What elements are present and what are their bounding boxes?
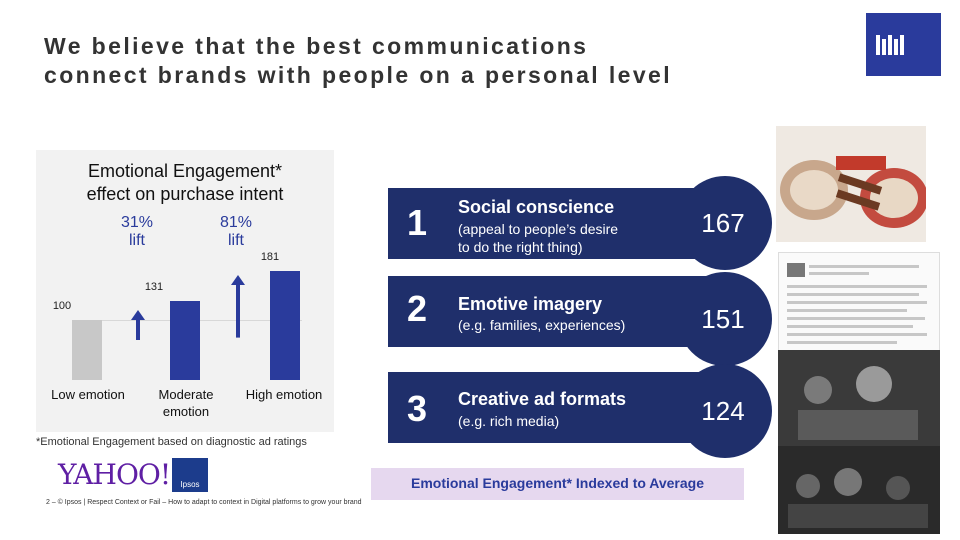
bar-value-label-3: 181 [260, 251, 280, 264]
event-photo [778, 350, 940, 446]
chart-title-line-1: Emotional Engagement* [87, 161, 283, 181]
crowd-photo [778, 446, 940, 534]
slide-title-line-2: connect brands with people on a personal… [44, 62, 673, 88]
category-label-low: Low emotion [51, 387, 125, 402]
ranking-score-1: 167 [701, 208, 745, 238]
lift-arrow-icon-2 [231, 275, 245, 338]
ranking-bar-2: 2 Emotive imagery (e.g. families, experi… [388, 276, 723, 347]
chart-title: Emotional Engagement* effect on purchase… [36, 160, 334, 206]
ranking-heading-1: Social conscience [458, 197, 615, 217]
ranking-bar-1: 1 Social conscience (appeal to people’s … [388, 188, 723, 259]
category-label-moderate: Moderate emotion [158, 387, 214, 419]
ipsos-logo-text: Ipsos [180, 480, 200, 489]
lift-label-high: 81% lift [201, 214, 271, 250]
chart-title-line-2: effect on purchase intent [86, 184, 284, 204]
ranking-score-2: 151 [701, 304, 745, 334]
bar-1 [72, 320, 102, 380]
brand-logo [866, 13, 941, 76]
library-books-icon [876, 35, 904, 55]
ranking-sub-2: (e.g. families, experiences) [458, 317, 626, 333]
ranking-heading-2: Emotive imagery [458, 294, 603, 314]
lift-label-moderate-pct: 31% [120, 214, 154, 231]
ranking-number-2: 2 [406, 288, 428, 329]
ranking-score-3: 124 [701, 396, 745, 426]
yahoo-logo: YAHOO! [58, 458, 171, 491]
ranking-sub-1b: to do the right thing) [458, 239, 583, 255]
bar-value-label-1: 100 [52, 300, 72, 312]
bar-3 [270, 271, 300, 380]
bar-value-label-2: 131 [144, 281, 164, 294]
ranking-heading-3: Creative ad formats [458, 389, 627, 409]
slide-title-line-1: We believe that the best communications [44, 33, 589, 59]
legend-text: Emotional Engagement* Indexed to Average [410, 475, 705, 491]
ranking-bar-3: 3 Creative ad formats (e.g. rich media) [388, 372, 723, 443]
bar-2 [170, 301, 200, 380]
ipsos-logo: Ipsos [172, 458, 208, 492]
legend-box: Emotional Engagement* Indexed to Average [371, 468, 744, 500]
ranking-sub-3: (e.g. rich media) [458, 413, 560, 429]
page-footer: 2 – © Ipsos | Respect Context or Fail – … [46, 499, 362, 506]
ranking-number-1: 1 [406, 202, 428, 243]
coffee-kitkat-photo [776, 126, 926, 242]
lift-label-high-word: lift [228, 232, 244, 249]
ranking-number-3: 3 [406, 388, 428, 429]
lift-label-moderate: 31% lift [102, 214, 172, 250]
chart-footnote: *Emotional Engagement based on diagnosti… [36, 436, 307, 448]
category-label-high: High emotion [245, 387, 323, 402]
lift-label-high-pct: 81% [219, 214, 253, 231]
lift-arrow-icon-1 [131, 310, 145, 340]
lift-label-moderate-word: lift [129, 232, 145, 249]
ranking-sub-1a: (appeal to people’s desire [458, 221, 619, 237]
slide-title: We believe that the best communications … [44, 32, 804, 90]
